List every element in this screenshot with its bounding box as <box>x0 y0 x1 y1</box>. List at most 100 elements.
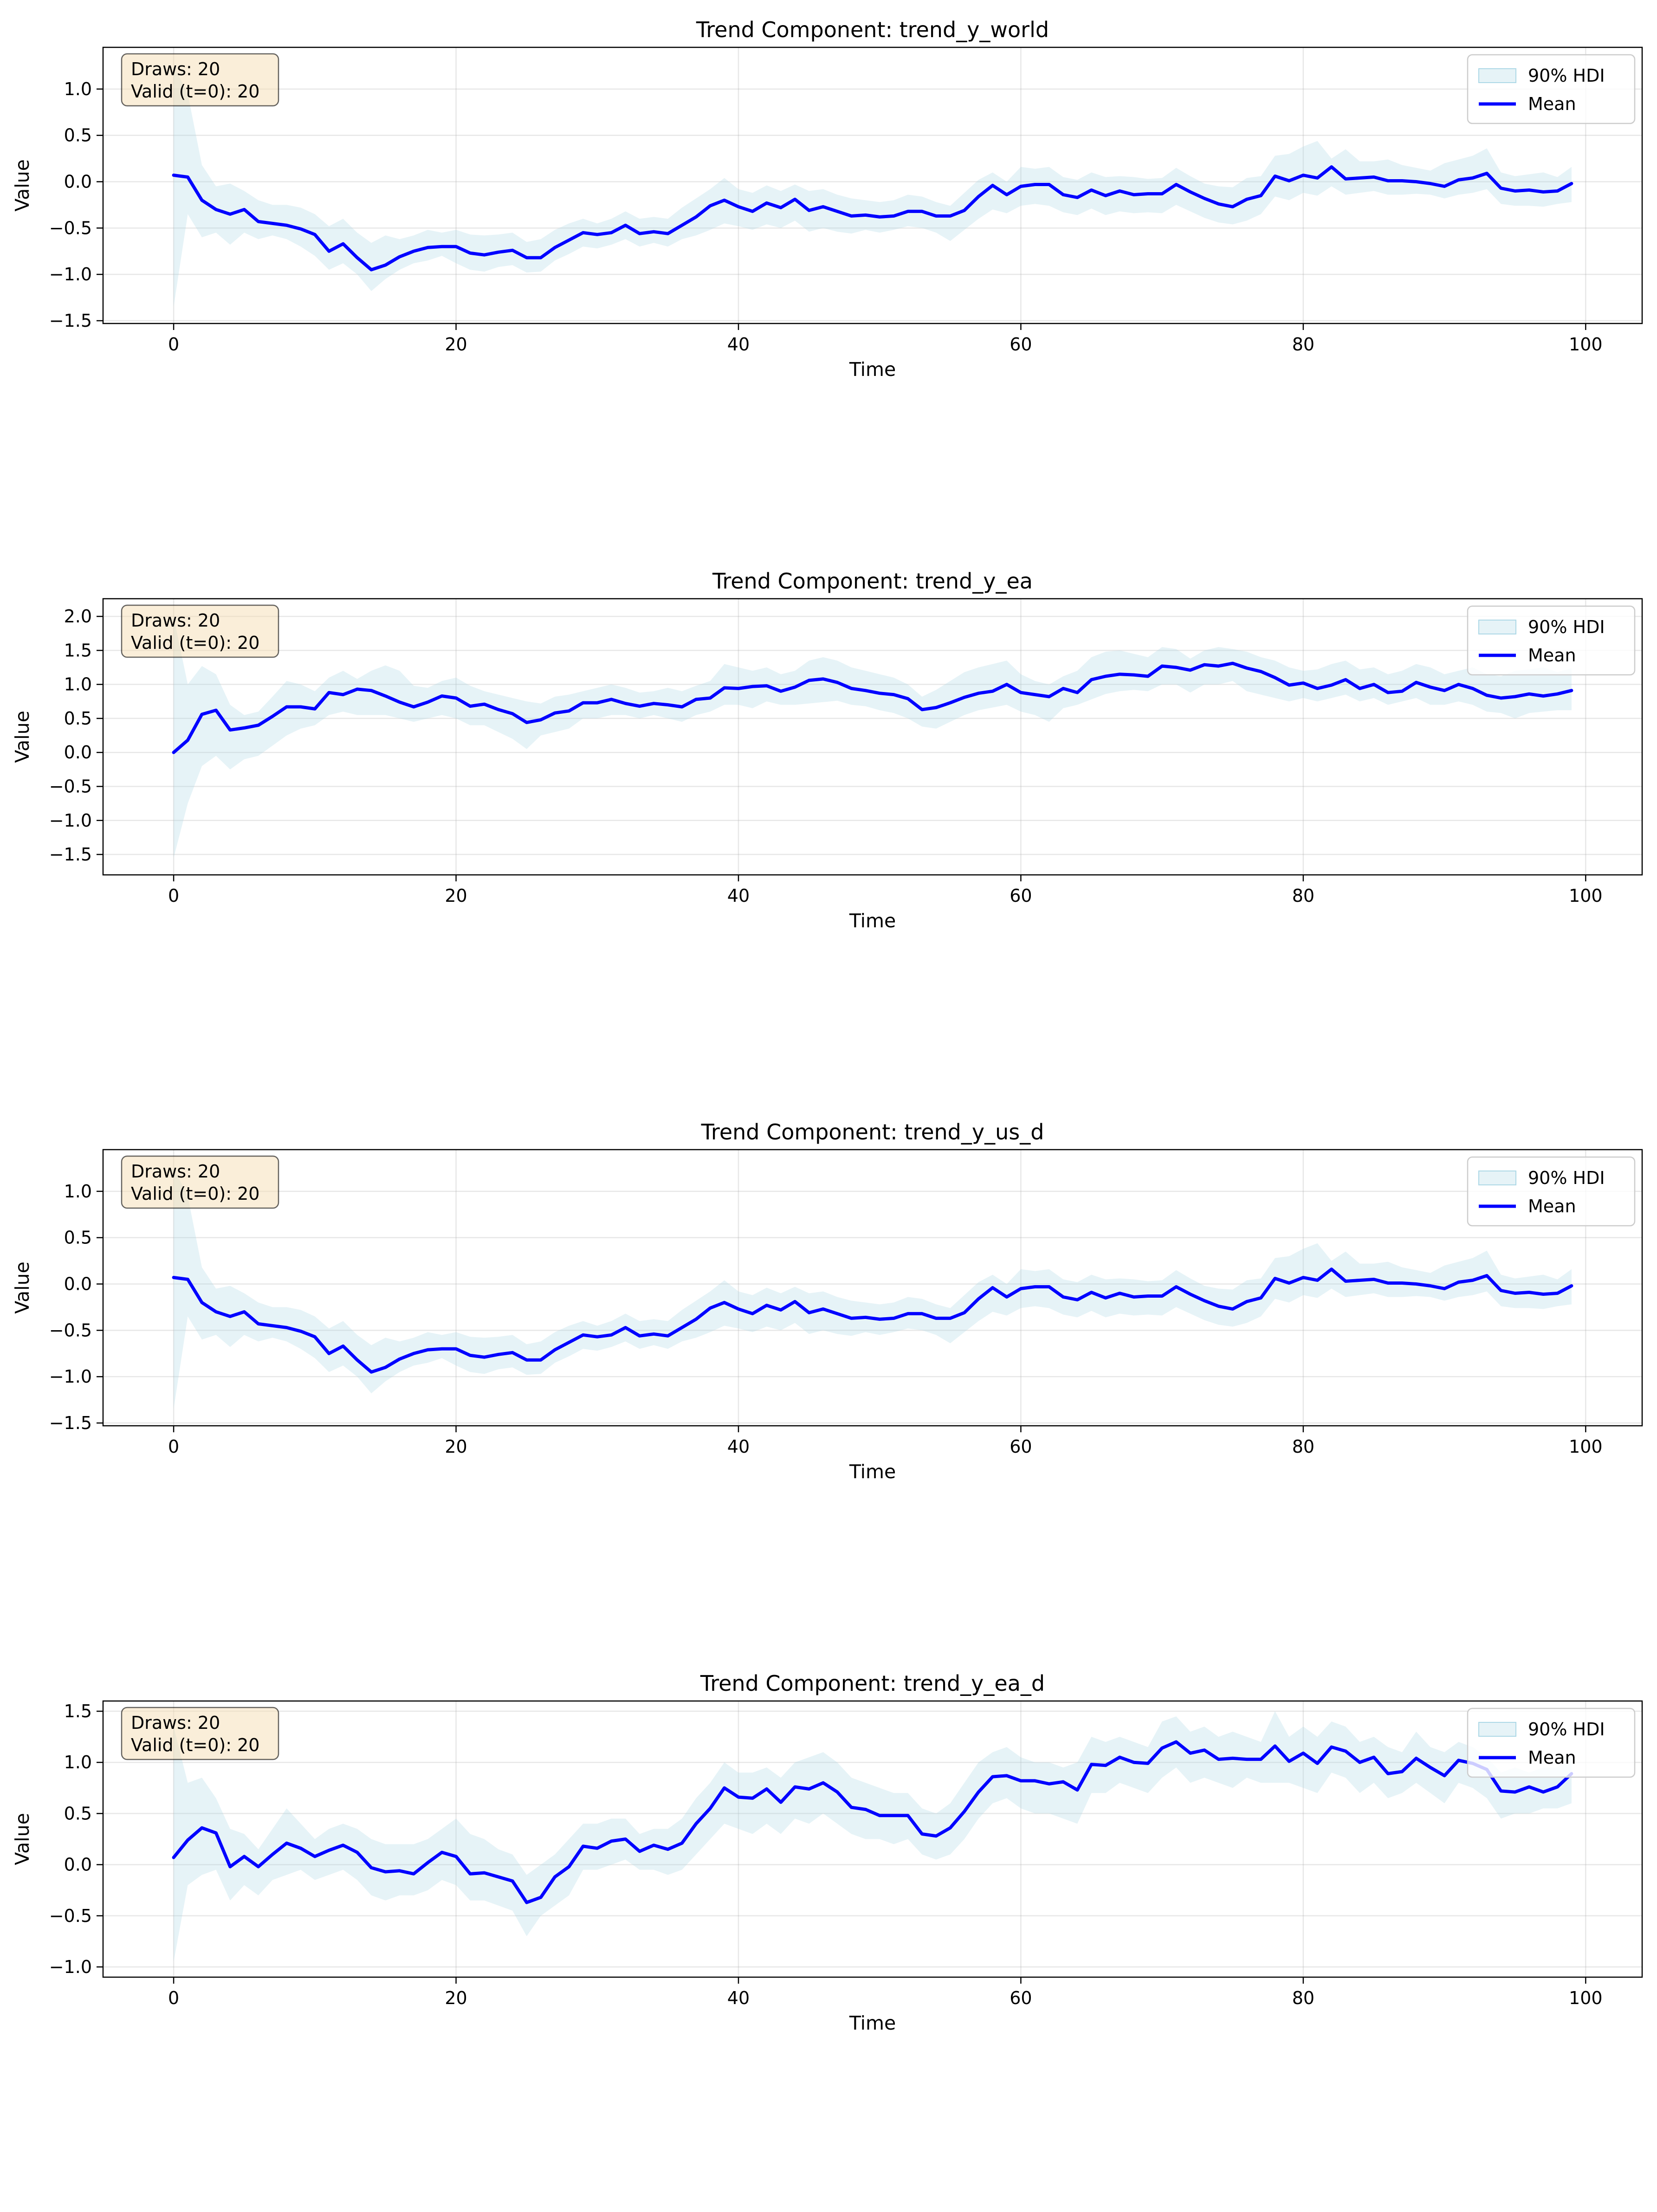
chart-panel-1: 0 20 40 60 80 100 −1.5 −1.0 −0.5 0.0 0.5 1.0 1.5 2.0 T… <box>11 569 1643 932</box>
plot-area <box>103 1150 1642 1426</box>
x-tick-label: 80 <box>1292 1988 1314 2008</box>
x-tick-label: 100 <box>1569 1436 1603 1457</box>
annotation-draws: Draws: 20 <box>131 59 220 79</box>
x-axis-label: Time <box>849 2012 896 2034</box>
y-tick-label: 0.5 <box>64 1803 92 1824</box>
legend-label-hdi: 90% HDI <box>1528 1719 1605 1740</box>
chart-title: Trend Component: trend_y_us_d <box>701 1119 1044 1145</box>
y-tick-label: 1.0 <box>64 1181 92 1202</box>
y-tick-label: 0.5 <box>64 125 92 146</box>
plot-frame <box>102 1700 1643 1978</box>
legend-swatch-hdi <box>1478 1171 1516 1185</box>
x-tick-label: 60 <box>1010 1988 1032 2008</box>
y-tick-label: −1.0 <box>49 1366 92 1387</box>
plot-area <box>103 47 1642 323</box>
plot-area <box>103 599 1642 875</box>
y-tick-label: −1.0 <box>49 810 92 831</box>
y-axis-label: Value <box>11 1261 33 1314</box>
annotation-valid: Valid (t=0): 20 <box>131 1735 259 1755</box>
y-axis-label: Value <box>11 1813 33 1865</box>
y-tick-label: −0.5 <box>49 218 92 238</box>
x-tick-label: 0 <box>168 334 179 355</box>
chart-panel-3: 0 20 40 60 80 100 −1.0 −0.5 0.0 0.5 1.0 1.5 Trend Co… <box>11 1671 1643 2034</box>
legend-label-hdi: 90% HDI <box>1528 617 1605 637</box>
y-tick-label: 0.0 <box>64 172 92 192</box>
annotation-draws: Draws: 20 <box>131 1713 220 1733</box>
y-tick-label: 2.0 <box>64 606 92 627</box>
legend-label-mean: Mean <box>1528 1196 1576 1216</box>
plot-frame <box>102 598 1643 876</box>
x-axis-label: Time <box>849 1461 896 1483</box>
legend-label-hdi: 90% HDI <box>1528 1168 1605 1188</box>
plot-frame <box>102 1149 1643 1427</box>
y-tick-label: 1.5 <box>64 1701 92 1721</box>
x-tick-label: 40 <box>727 886 750 906</box>
legend-label-mean: Mean <box>1528 645 1576 666</box>
legend-box <box>1467 605 1636 676</box>
mean-line <box>172 1740 1573 1904</box>
x-axis-label: Time <box>849 358 896 381</box>
legend-label-mean: Mean <box>1528 94 1576 114</box>
mean-line <box>172 661 1573 754</box>
legend-label-hdi: 90% HDI <box>1528 65 1605 86</box>
mean-line <box>172 165 1573 272</box>
chart-panel-0: 0 20 40 60 80 100 −1.5 −1.0 −0.5 0.0 0.5 1.0 Trend C… <box>11 17 1643 381</box>
annotation-valid: Valid (t=0): 20 <box>131 1184 259 1204</box>
legend-swatch-hdi <box>1478 1722 1516 1737</box>
plot-frame <box>102 46 1643 324</box>
x-tick-label: 40 <box>727 1436 750 1457</box>
x-tick-label: 100 <box>1569 334 1603 355</box>
y-tick-label: 1.0 <box>64 674 92 695</box>
x-tick-label: 100 <box>1569 1988 1603 2008</box>
x-tick-label: 40 <box>727 334 750 355</box>
y-axis-label: Value <box>11 159 33 212</box>
x-tick-label: 0 <box>168 1436 179 1457</box>
x-tick-label: 0 <box>168 886 179 906</box>
plot-area <box>103 1701 1642 1977</box>
y-tick-label: 1.0 <box>64 79 92 99</box>
legend-box <box>1467 1156 1636 1227</box>
x-tick-label: 80 <box>1292 334 1314 355</box>
chart-title: Trend Component: trend_y_world <box>696 17 1049 42</box>
hdi-band <box>174 65 1572 307</box>
legend-label-mean: Mean <box>1528 1747 1576 1768</box>
annotation-valid: Valid (t=0): 20 <box>131 633 259 653</box>
x-tick-label: 60 <box>1010 1436 1032 1457</box>
annotation-box <box>121 53 279 107</box>
y-tick-label: −0.5 <box>49 1906 92 1926</box>
y-axis-label: Value <box>11 711 33 763</box>
x-tick-label: 60 <box>1010 334 1032 355</box>
y-tick-label: −1.5 <box>49 310 92 331</box>
y-tick-label: −0.5 <box>49 776 92 796</box>
x-tick-label: 20 <box>445 1436 467 1457</box>
hdi-band <box>174 1168 1572 1410</box>
annotation-box <box>121 604 279 658</box>
y-tick-label: 1.0 <box>64 1752 92 1772</box>
annotation-draws: Draws: 20 <box>131 1161 220 1182</box>
y-tick-label: −1.0 <box>49 1957 92 1977</box>
y-tick-label: −1.5 <box>49 844 92 865</box>
x-tick-label: 20 <box>445 334 467 355</box>
y-tick-label: −1.5 <box>49 1413 92 1433</box>
annotation-box <box>121 1155 279 1209</box>
legend-swatch-hdi <box>1478 68 1516 83</box>
y-tick-label: 0.5 <box>64 708 92 729</box>
legend-box <box>1467 1708 1636 1778</box>
y-tick-label: 0.0 <box>64 1855 92 1875</box>
legend-box <box>1467 54 1636 124</box>
x-tick-label: 20 <box>445 1988 467 2008</box>
y-tick-label: 0.0 <box>64 742 92 763</box>
mean-line <box>172 1268 1573 1374</box>
x-axis-label: Time <box>849 910 896 932</box>
annotation-valid: Valid (t=0): 20 <box>131 81 259 102</box>
y-tick-label: 1.5 <box>64 640 92 660</box>
hdi-band <box>174 616 1572 858</box>
x-tick-label: 100 <box>1569 886 1603 906</box>
x-tick-label: 80 <box>1292 1436 1314 1457</box>
x-tick-label: 0 <box>168 1988 179 2008</box>
y-tick-label: −0.5 <box>49 1320 92 1340</box>
legend-swatch-hdi <box>1478 620 1516 634</box>
chart-title: Trend Component: trend_y_ea <box>712 569 1033 594</box>
y-tick-label: −1.0 <box>49 264 92 285</box>
